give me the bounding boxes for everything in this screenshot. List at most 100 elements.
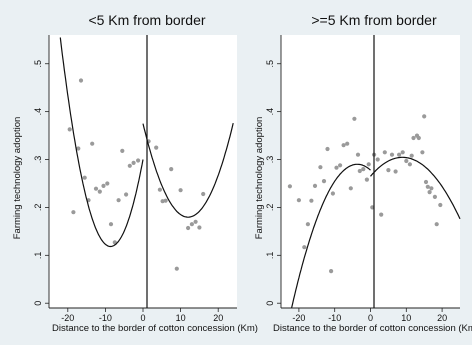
panel-left: <5 Km from border -20 -10 0 10 20 0 .1 .2 .3 .4.… xyxy=(12,12,258,334)
data-point xyxy=(193,219,198,224)
data-point xyxy=(379,212,384,217)
data-point xyxy=(409,153,414,158)
x-tick-label: 10 xyxy=(401,313,411,323)
y-tick-label: .5 xyxy=(265,60,275,68)
fit-curve-right xyxy=(370,156,461,220)
x-tick-label: -10 xyxy=(328,313,341,323)
data-point xyxy=(136,158,141,163)
x-tick-label: 0 xyxy=(368,313,373,323)
data-point xyxy=(352,116,357,121)
y-tick-label: .5 xyxy=(33,60,43,68)
panel-right: >=5 Km from border -20 -10 0 10 20 0 .1 .2 .3 .4… xyxy=(254,12,472,334)
y-tick-label: .3 xyxy=(265,156,275,164)
panel-title: >=5 Km from border xyxy=(311,12,437,28)
data-point xyxy=(404,158,409,164)
data-point xyxy=(318,165,323,170)
data-point xyxy=(189,222,194,227)
data-point xyxy=(174,266,179,271)
data-point xyxy=(296,198,301,203)
y-tick-label: .4 xyxy=(265,108,275,116)
x-axis-title: Distance to the border of cotton concess… xyxy=(52,323,258,334)
data-point xyxy=(427,190,432,195)
data-point xyxy=(124,192,129,197)
data-point xyxy=(186,225,191,231)
x-tick-label: -20 xyxy=(292,313,305,323)
plot-area xyxy=(49,35,237,308)
fit-curve-left xyxy=(59,37,144,248)
data-point xyxy=(382,150,387,155)
data-point xyxy=(438,202,443,208)
data-point xyxy=(90,141,95,146)
y-tick-label: .2 xyxy=(265,204,275,212)
y-tick-label: 0 xyxy=(33,301,43,306)
data-point xyxy=(434,222,439,227)
data-point xyxy=(71,210,76,215)
data-point xyxy=(425,184,430,189)
data-point xyxy=(97,189,102,194)
data-point xyxy=(157,187,162,192)
data-point xyxy=(364,177,369,182)
data-point xyxy=(127,163,132,168)
data-point xyxy=(120,148,125,153)
y-ticks: 0 .1 .2 .3 .4 .5 xyxy=(265,60,281,306)
data-point xyxy=(131,160,136,165)
y-tick-label: .4 xyxy=(33,108,43,116)
fit-curve-left xyxy=(291,163,371,309)
y-tick-label: .3 xyxy=(33,156,43,164)
data-point xyxy=(389,152,395,157)
data-point xyxy=(370,205,375,210)
data-point xyxy=(330,191,335,196)
data-point xyxy=(76,146,81,151)
data-point xyxy=(178,188,183,193)
data-point xyxy=(386,168,391,173)
data-point xyxy=(116,198,121,203)
data-point xyxy=(154,145,159,150)
data-point xyxy=(321,179,327,184)
x-axis-title: Distance to the border of cotton concess… xyxy=(273,323,472,334)
data-point xyxy=(416,135,421,141)
data-point xyxy=(355,152,361,157)
panel-title: <5 Km from border xyxy=(88,12,205,28)
data-point xyxy=(432,194,437,199)
x-ticks: -20 -10 0 10 20 xyxy=(292,308,447,323)
x-tick-label: -20 xyxy=(61,313,74,323)
data-point xyxy=(400,150,405,155)
x-tick-label: 20 xyxy=(213,313,223,323)
data-point xyxy=(334,165,339,170)
data-point xyxy=(357,168,362,174)
x-ticks: -20 -10 0 10 20 xyxy=(61,308,223,323)
plot-area xyxy=(281,35,460,308)
data-point xyxy=(67,127,72,132)
data-point xyxy=(101,183,106,188)
y-tick-label: .1 xyxy=(33,252,43,260)
data-point xyxy=(429,186,434,191)
data-point xyxy=(309,198,314,203)
data-point xyxy=(397,152,402,157)
data-point xyxy=(82,175,87,180)
data-point xyxy=(420,150,425,155)
data-point xyxy=(287,184,292,189)
data-point xyxy=(108,222,114,227)
data-point xyxy=(422,114,427,119)
data-point xyxy=(201,191,206,197)
fit-curves xyxy=(59,37,234,248)
x-tick-label: -10 xyxy=(99,313,112,323)
data-point xyxy=(338,163,343,168)
data-point xyxy=(312,183,318,188)
data-point xyxy=(361,167,366,172)
data-point xyxy=(305,222,310,227)
data-point xyxy=(329,269,334,274)
x-tick-label: 0 xyxy=(140,313,145,323)
data-point xyxy=(411,135,416,141)
data-point xyxy=(169,167,174,172)
data-point xyxy=(341,143,346,148)
data-point xyxy=(163,198,168,203)
y-tick-label: 0 xyxy=(265,301,275,306)
data-point xyxy=(407,162,412,167)
data-point xyxy=(105,181,110,186)
y-tick-label: .1 xyxy=(265,252,275,260)
data-point xyxy=(325,146,330,152)
data-points xyxy=(287,114,443,274)
data-point xyxy=(197,225,202,230)
